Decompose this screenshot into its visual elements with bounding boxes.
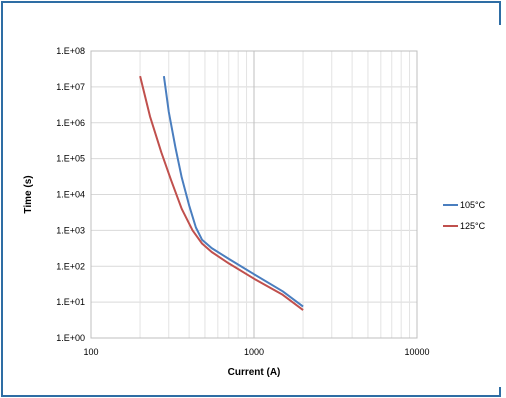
series-group	[139, 75, 304, 311]
x-tick-label: 1000	[244, 347, 264, 357]
x-tick-label: 100	[83, 347, 98, 357]
gridlines	[90, 50, 418, 339]
y-tick-labels: 1.E+00 1.E+01 1.E+02 1.E+03 1.E+04 1.E+05 1.E+…	[56, 46, 85, 343]
y-tick-label: 1.E+04	[56, 190, 85, 200]
y-tick-label: 1.E+03	[56, 225, 85, 235]
plot-border	[90, 50, 418, 339]
legend-label: 125°C	[460, 221, 486, 231]
y-tick-label: 1.E+07	[56, 82, 85, 92]
series-line-125C	[139, 75, 304, 311]
y-tick-label: 1.E+00	[56, 333, 85, 343]
legend-label: 105°C	[460, 200, 486, 210]
x-axis-label: Current (A)	[228, 367, 281, 378]
x-tick-labels: 100 1000 10000	[83, 347, 429, 357]
y-tick-label: 1.E+02	[56, 261, 85, 271]
chart-area: 1.E+00 1.E+01 1.E+02 1.E+03 1.E+04 1.E+05 1.E+…	[15, 25, 503, 387]
y-tick-label: 1.E+05	[56, 154, 85, 164]
legend: 105°C 125°C	[443, 200, 486, 231]
x-tick-label: 10000	[404, 347, 429, 357]
y-tick-label: 1.E+01	[56, 297, 85, 307]
y-tick-label: 1.E+06	[56, 118, 85, 128]
series-line-105C	[162, 75, 304, 308]
y-tick-label: 1.E+08	[56, 46, 85, 56]
y-axis-label: Time (s)	[23, 175, 34, 213]
current-time-chart: 1.E+00 1.E+01 1.E+02 1.E+03 1.E+04 1.E+05 1.E+…	[23, 46, 486, 378]
